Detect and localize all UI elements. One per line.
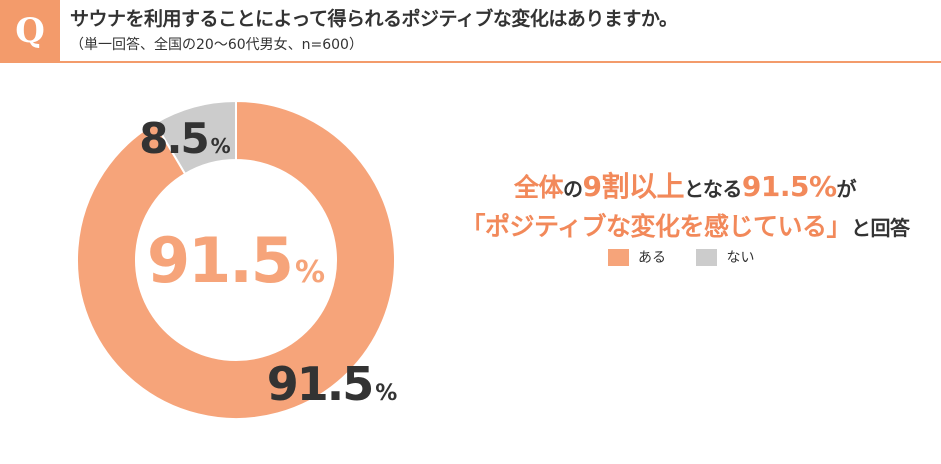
headline-part-5: 91.5% [741,170,837,203]
question-header: Q サウナを利用することによって得られるポジティブな変化はありますか。 （単一回… [0,0,941,63]
data-label-no: 8.5% [139,114,230,163]
headline-part-4: となる [683,177,742,201]
question-badge: Q [0,0,60,62]
donut-chart: 91.5 % 91.5 % 8.5% [76,99,398,420]
chart-legend: ある ない [608,247,780,270]
headline-part-2: の [562,177,583,201]
legend-label-yes: ある [638,250,666,266]
headline-text: 全体の9割以上となる91.5%が 「ポジティブな変化を感じている」と回答 [440,168,930,247]
legend-swatch-yes [608,248,629,266]
center-value-label: 91.5% [147,224,325,297]
headline-part-7: 「ポジティブな変化を感じている」 [460,212,851,241]
question-title: サウナを利用することによって得られるポジティブな変化はありますか。 [70,8,678,30]
headline-part-1: 全体 [513,173,564,202]
legend-label-no: ない [726,250,755,266]
question-subtitle: （単一回答、全国の20〜60代男女、n=600） [70,37,363,53]
headline-part-6: が [836,177,857,201]
headline-part-3: 9割以上 [582,170,684,203]
donut-slice-1 [76,99,396,420]
legend-item-yes: ある [608,247,666,267]
data-label-yes: 91.5% [267,357,398,411]
headline-part-8: と回答 [851,216,910,240]
legend-swatch-no [696,248,718,266]
legend-item-no: ない [696,247,754,267]
header-divider [0,61,941,63]
donut-slice-2 [153,99,237,176]
